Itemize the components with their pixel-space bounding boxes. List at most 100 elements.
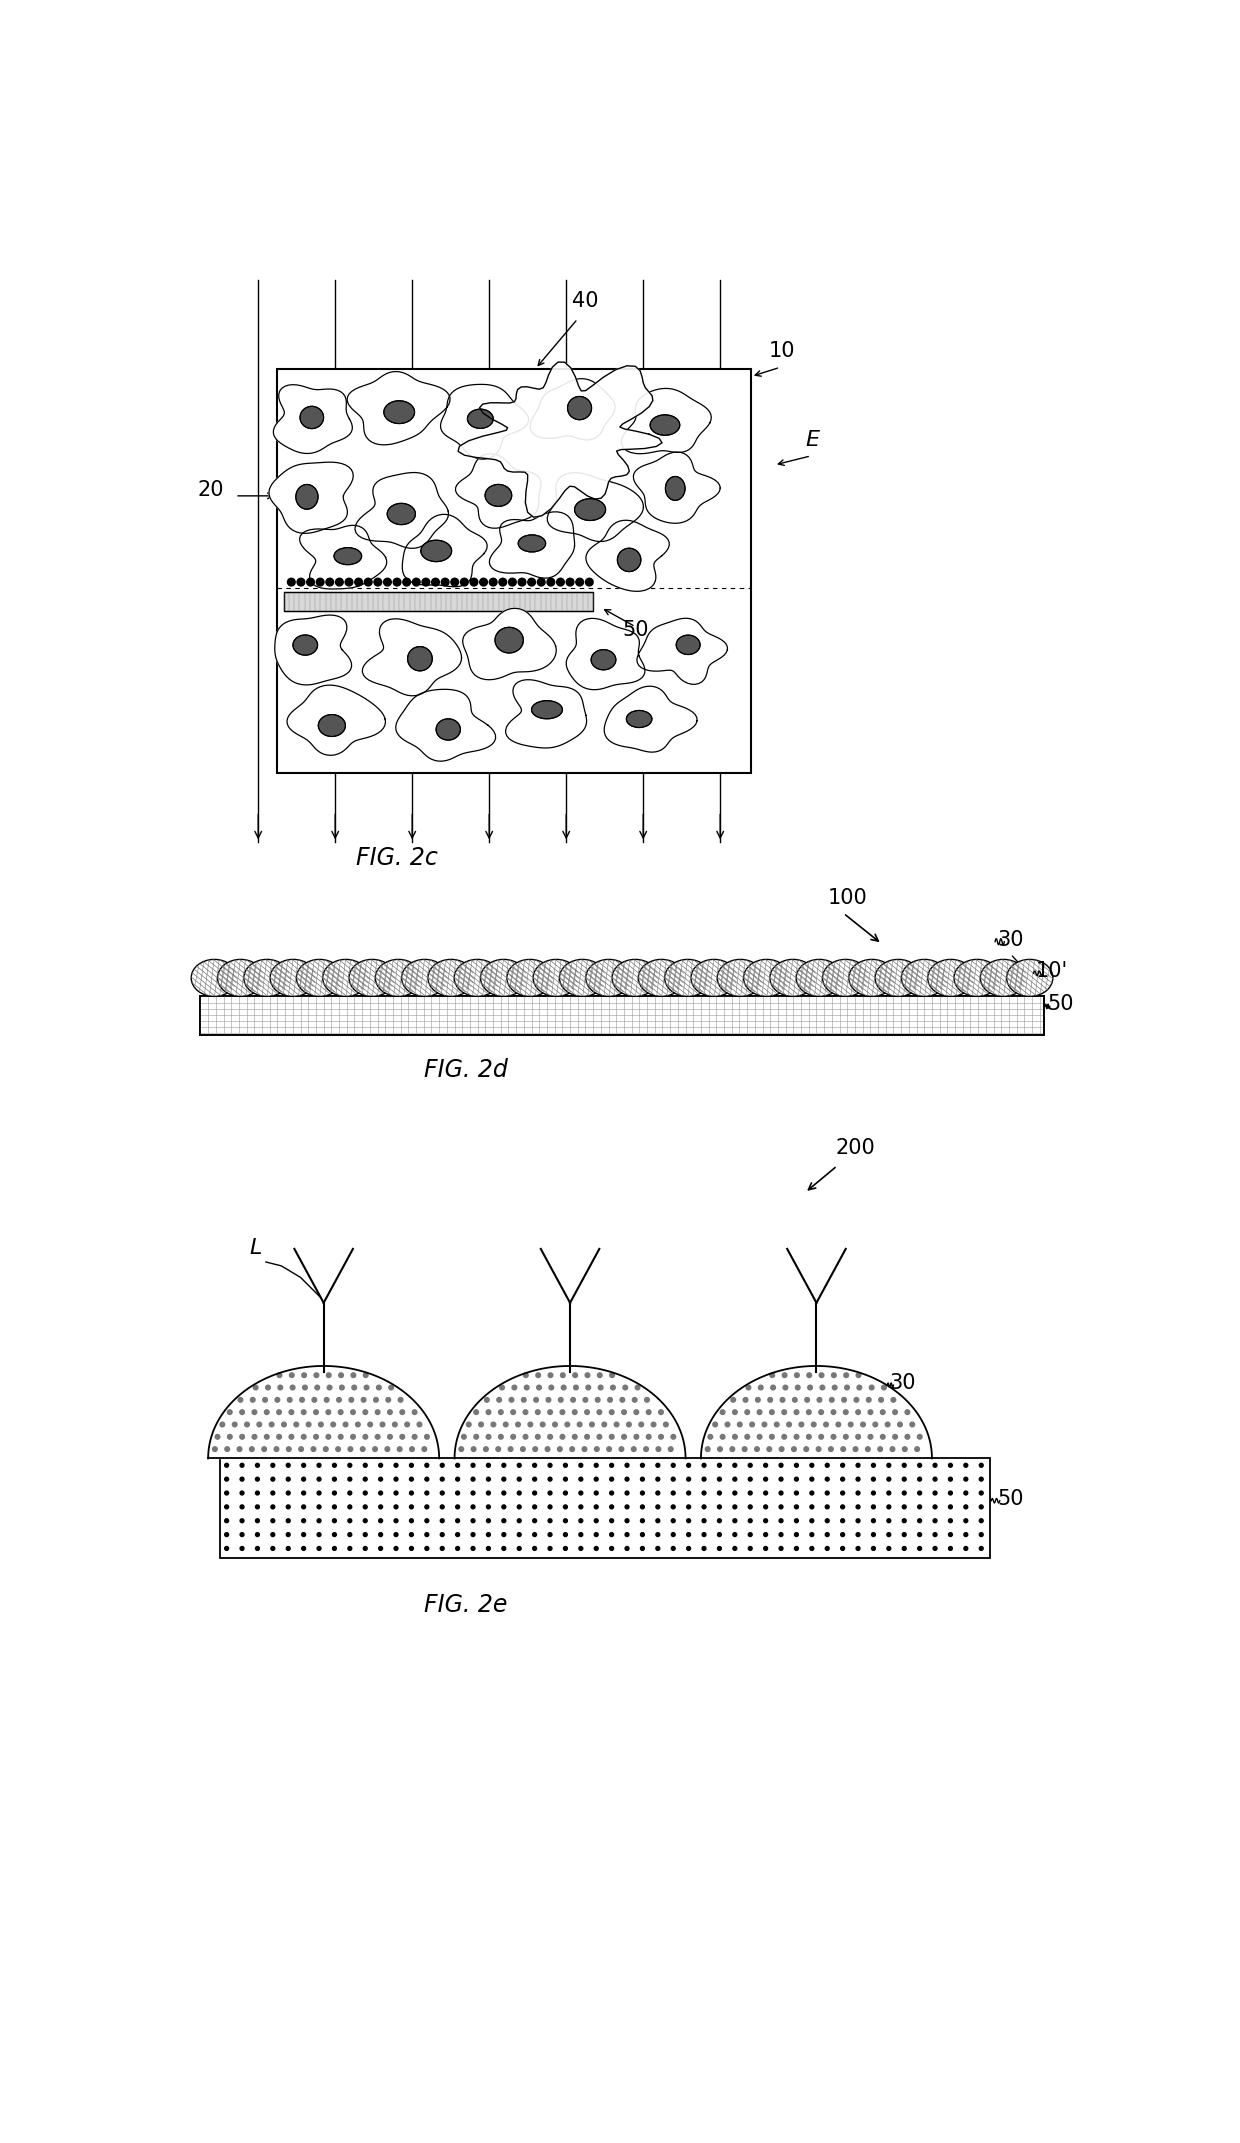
Circle shape	[949, 1532, 952, 1537]
Circle shape	[718, 1532, 722, 1537]
Circle shape	[440, 1464, 444, 1468]
Circle shape	[339, 1374, 343, 1378]
Circle shape	[826, 1519, 830, 1524]
Circle shape	[579, 1519, 583, 1524]
Circle shape	[361, 1447, 365, 1451]
Circle shape	[289, 1410, 294, 1414]
Circle shape	[326, 579, 334, 585]
Circle shape	[671, 1532, 675, 1537]
Circle shape	[786, 1423, 791, 1427]
Circle shape	[386, 1397, 391, 1402]
Circle shape	[795, 1374, 800, 1378]
Circle shape	[562, 1384, 565, 1391]
Circle shape	[949, 1464, 952, 1468]
Ellipse shape	[770, 960, 816, 996]
Circle shape	[905, 1434, 910, 1440]
Circle shape	[708, 1434, 713, 1440]
Polygon shape	[273, 386, 352, 454]
Circle shape	[795, 1384, 800, 1391]
Circle shape	[768, 1447, 771, 1451]
Circle shape	[332, 1532, 336, 1537]
Circle shape	[404, 1423, 409, 1427]
Circle shape	[486, 1532, 490, 1537]
Circle shape	[687, 1504, 691, 1509]
Circle shape	[255, 1532, 259, 1537]
Circle shape	[317, 1492, 321, 1496]
Circle shape	[671, 1519, 675, 1524]
Text: 200: 200	[836, 1138, 875, 1157]
Circle shape	[317, 1477, 321, 1481]
Circle shape	[563, 1504, 568, 1509]
Circle shape	[872, 1547, 875, 1549]
Circle shape	[949, 1477, 952, 1481]
Circle shape	[409, 1532, 413, 1537]
Circle shape	[281, 1423, 286, 1427]
Circle shape	[866, 1447, 870, 1451]
Ellipse shape	[384, 401, 414, 424]
Circle shape	[641, 1492, 645, 1496]
Ellipse shape	[822, 960, 869, 996]
Circle shape	[915, 1447, 919, 1451]
Circle shape	[594, 1447, 599, 1451]
Circle shape	[671, 1504, 675, 1509]
Ellipse shape	[954, 960, 1001, 996]
Circle shape	[270, 1464, 275, 1468]
Circle shape	[733, 1519, 737, 1524]
Polygon shape	[634, 452, 720, 523]
Circle shape	[687, 1492, 691, 1496]
Circle shape	[872, 1504, 875, 1509]
Circle shape	[625, 1547, 629, 1549]
Circle shape	[656, 1532, 660, 1537]
Circle shape	[336, 579, 343, 585]
Circle shape	[893, 1410, 898, 1414]
Circle shape	[830, 1397, 835, 1402]
Circle shape	[609, 1410, 614, 1414]
Ellipse shape	[928, 960, 973, 996]
Circle shape	[252, 1434, 257, 1440]
Ellipse shape	[376, 960, 422, 996]
Circle shape	[486, 1477, 490, 1481]
Circle shape	[461, 1434, 466, 1440]
Circle shape	[963, 1532, 967, 1537]
Polygon shape	[455, 1365, 686, 1459]
Circle shape	[314, 1374, 319, 1378]
Circle shape	[398, 1397, 403, 1402]
Circle shape	[270, 1532, 275, 1537]
Circle shape	[868, 1434, 873, 1440]
Circle shape	[949, 1519, 952, 1524]
Circle shape	[528, 1423, 533, 1427]
Ellipse shape	[420, 540, 451, 561]
Polygon shape	[506, 679, 587, 748]
Circle shape	[656, 1519, 660, 1524]
Circle shape	[523, 1374, 528, 1378]
Circle shape	[610, 1477, 614, 1481]
Circle shape	[784, 1384, 787, 1391]
Circle shape	[836, 1423, 841, 1427]
Circle shape	[641, 1519, 645, 1524]
Circle shape	[856, 1410, 861, 1414]
Circle shape	[471, 1547, 475, 1549]
Circle shape	[237, 1447, 242, 1451]
Circle shape	[424, 1434, 429, 1440]
Circle shape	[856, 1464, 861, 1468]
Circle shape	[355, 579, 362, 585]
Circle shape	[548, 1374, 553, 1378]
Circle shape	[656, 1504, 660, 1509]
Circle shape	[560, 1410, 564, 1414]
Circle shape	[440, 1504, 444, 1509]
Circle shape	[625, 1477, 629, 1481]
Circle shape	[241, 1504, 244, 1509]
Circle shape	[795, 1519, 799, 1524]
Circle shape	[409, 1464, 413, 1468]
Circle shape	[903, 1477, 906, 1481]
Circle shape	[733, 1464, 737, 1468]
Circle shape	[317, 1504, 321, 1509]
Circle shape	[356, 1423, 360, 1427]
Circle shape	[502, 1492, 506, 1496]
Circle shape	[844, 1384, 849, 1391]
Circle shape	[842, 1397, 847, 1402]
Circle shape	[533, 1447, 537, 1451]
Circle shape	[565, 1423, 569, 1427]
Ellipse shape	[296, 960, 342, 996]
Circle shape	[317, 1532, 321, 1537]
